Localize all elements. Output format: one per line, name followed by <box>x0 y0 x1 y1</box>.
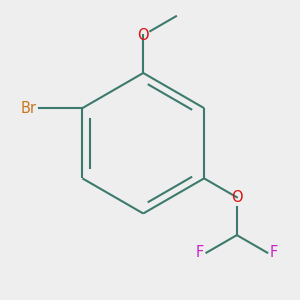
Text: Br: Br <box>20 100 37 116</box>
Text: F: F <box>196 245 204 260</box>
Text: F: F <box>270 245 278 260</box>
Text: O: O <box>137 28 149 43</box>
Text: O: O <box>231 190 243 205</box>
